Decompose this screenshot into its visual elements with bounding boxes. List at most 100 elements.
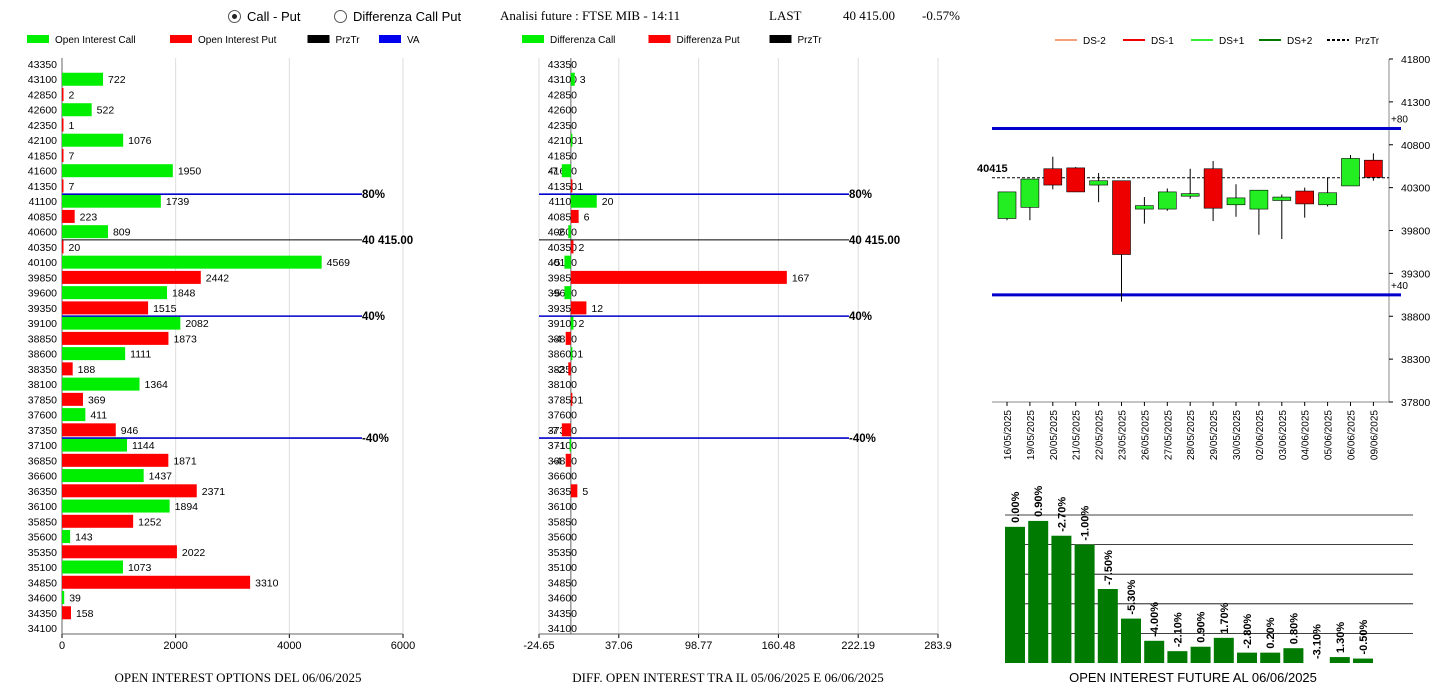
candle-body bbox=[1089, 180, 1108, 186]
strike-label: 40850 bbox=[548, 211, 577, 223]
candle-body bbox=[1272, 196, 1292, 201]
bar-value-label: 2442 bbox=[206, 272, 230, 284]
bar bbox=[568, 362, 571, 376]
bar bbox=[62, 270, 201, 284]
reference-label: 40 415.00 bbox=[362, 235, 413, 247]
bar-value-label: -4 bbox=[552, 455, 561, 467]
bar-value-label: -7 bbox=[548, 166, 557, 178]
bar bbox=[570, 72, 575, 86]
strike-label: 37100 bbox=[28, 440, 57, 452]
open-interest-future-chart: 0.00% 0.90% -2.70% -1.00% -7.50% -5.30% -4.00%… bbox=[1005, 486, 1413, 685]
bar-value-label: 0.90% bbox=[1033, 486, 1045, 517]
candle-body bbox=[1295, 190, 1315, 205]
bar-value-label: 3310 bbox=[255, 577, 279, 589]
bar-value-label: 2022 bbox=[182, 547, 206, 559]
strike-label: 40350 bbox=[548, 242, 577, 254]
x-tick-label: 0 bbox=[59, 640, 65, 652]
radio-differenza[interactable]: Differenza Call Put bbox=[334, 9, 461, 24]
level-label: +80 bbox=[1391, 114, 1408, 125]
date-label: 20/05/2025 bbox=[1049, 410, 1060, 460]
bar bbox=[62, 148, 64, 162]
strike-label: 41600 bbox=[28, 166, 57, 178]
bar-value-label: 1 bbox=[577, 349, 583, 361]
level-label: +40 bbox=[1391, 281, 1408, 292]
bar bbox=[62, 301, 149, 315]
radio-call-put[interactable]: Call - Put bbox=[228, 9, 300, 24]
bar bbox=[570, 240, 574, 254]
strike-label: 42350 bbox=[548, 120, 577, 132]
date-label: 04/06/2025 bbox=[1301, 410, 1312, 460]
candle-body bbox=[1066, 167, 1085, 193]
legend-label: Differenza Put bbox=[677, 35, 740, 46]
legend-swatch bbox=[27, 35, 49, 43]
bar-value-label: 4569 bbox=[327, 257, 351, 269]
bar bbox=[62, 286, 168, 300]
strike-label: 36350 bbox=[548, 486, 577, 498]
bar-value-label: 6 bbox=[584, 211, 590, 223]
strike-label: 39350 bbox=[548, 303, 577, 315]
legend-label: Open Interest Put bbox=[198, 35, 277, 46]
y-tick-label: 38300 bbox=[1401, 354, 1430, 366]
strike-label: 41350 bbox=[28, 181, 57, 193]
bar-value-label: -4.00% bbox=[1149, 602, 1161, 637]
legend-label: DS-1 bbox=[1151, 36, 1174, 47]
bar-value-label: -3.10% bbox=[1312, 624, 1324, 659]
strike-label: 34850 bbox=[28, 577, 57, 589]
bar-value-label: 0.90% bbox=[1196, 611, 1208, 642]
strike-label: 41850 bbox=[548, 150, 577, 162]
candle-body bbox=[1158, 191, 1177, 210]
strike-label: 43100 bbox=[28, 74, 57, 86]
bar bbox=[565, 331, 571, 345]
bar bbox=[1283, 648, 1304, 663]
bar-value-label: 158 bbox=[76, 608, 94, 620]
strike-label: 39100 bbox=[28, 318, 57, 330]
strike-label: 42100 bbox=[548, 135, 577, 147]
strike-label: 36600 bbox=[548, 471, 577, 483]
x-tick-label: -24.65 bbox=[523, 640, 554, 652]
bar bbox=[62, 591, 65, 605]
date-label: 30/05/2025 bbox=[1232, 410, 1243, 460]
strike-label: 41850 bbox=[28, 150, 57, 162]
x-tick-label: 222.19 bbox=[841, 640, 875, 652]
bar bbox=[62, 408, 86, 422]
chart-title: OPEN INTEREST OPTIONS DEL 06/06/2025 bbox=[115, 670, 362, 685]
bar-value-label: 0.80% bbox=[1288, 613, 1300, 644]
bar bbox=[62, 72, 104, 86]
strike-label: 34850 bbox=[548, 577, 577, 589]
date-label: 23/05/2025 bbox=[1118, 410, 1129, 460]
strike-label: 40600 bbox=[28, 227, 57, 239]
strike-label: 42600 bbox=[28, 105, 57, 117]
reference-label: 80% bbox=[362, 189, 385, 201]
reference-label: 40% bbox=[849, 311, 872, 323]
bar bbox=[564, 255, 571, 269]
date-label: 09/06/2025 bbox=[1369, 410, 1380, 460]
bar bbox=[1028, 520, 1049, 663]
reference-label: 40% bbox=[362, 311, 385, 323]
candle-body bbox=[1180, 193, 1200, 197]
strike-label: 37600 bbox=[548, 410, 577, 422]
bar bbox=[62, 225, 108, 239]
candle-body bbox=[997, 191, 1017, 219]
strike-label: 34100 bbox=[28, 623, 57, 635]
y-tick-label: 39300 bbox=[1401, 268, 1430, 280]
reference-label: 40 415.00 bbox=[849, 235, 900, 247]
bar bbox=[570, 194, 597, 208]
legend-swatch bbox=[648, 35, 671, 43]
legend-label: PrzTr bbox=[336, 35, 361, 46]
bar-value-label: 3 bbox=[580, 74, 586, 86]
bar bbox=[1144, 640, 1165, 663]
strike-label: 35350 bbox=[28, 547, 57, 559]
bar bbox=[569, 438, 572, 452]
bar bbox=[62, 87, 64, 101]
strike-label: 36350 bbox=[28, 486, 57, 498]
bar-value-label: 1515 bbox=[153, 303, 177, 315]
x-tick-label: 160.48 bbox=[762, 640, 796, 652]
bar-value-label: 39 bbox=[69, 593, 81, 605]
strike-label: 43350 bbox=[28, 59, 57, 71]
bar bbox=[570, 392, 573, 406]
candle-body bbox=[1043, 168, 1063, 186]
strike-label: 34600 bbox=[28, 593, 57, 605]
bar bbox=[62, 164, 173, 178]
y-tick-label: 39800 bbox=[1401, 226, 1430, 238]
strike-label: 37350 bbox=[28, 425, 57, 437]
